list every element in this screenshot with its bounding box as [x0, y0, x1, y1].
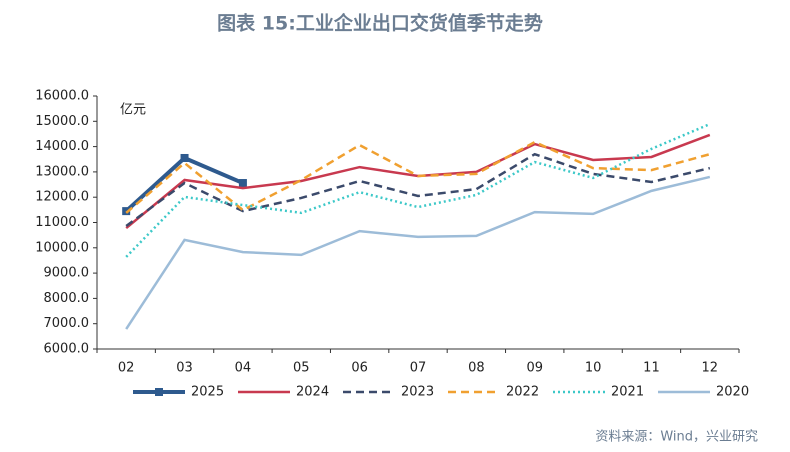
- x-tick-label: 12: [702, 361, 719, 376]
- legend-label: 2024: [296, 385, 329, 400]
- y-tick-label: 13000.0: [35, 164, 89, 179]
- point-marker: [180, 153, 189, 162]
- chart-title: 图表 15:工业企业出口交货值季节走势: [217, 12, 543, 35]
- x-tick-label: 08: [468, 361, 485, 376]
- source: 资料来源：Wind，兴业研究: [595, 430, 758, 445]
- x-tick-label: 05: [293, 361, 310, 376]
- x-tick-label: 04: [235, 361, 252, 376]
- y-tick-label: 12000.0: [35, 190, 89, 205]
- y-tick-label: 9000.0: [44, 266, 90, 281]
- legend-label: 2021: [611, 385, 644, 400]
- x-tick-label: 02: [118, 361, 135, 376]
- x-tick-label: 11: [643, 361, 660, 376]
- x-tick-label: 03: [176, 361, 193, 376]
- legend-marker: [155, 388, 163, 396]
- legend-label: 2025: [191, 385, 224, 400]
- y-axis-label: 亿元: [120, 103, 146, 118]
- series-line: [125, 133, 711, 230]
- legend-label: 2020: [716, 385, 749, 400]
- y-tick-label: 6000.0: [44, 342, 90, 357]
- x-tick-label: 06: [351, 361, 368, 376]
- y-tick-label: 14000.0: [35, 139, 89, 154]
- y-tick-label: 16000.0: [35, 89, 89, 104]
- y-tick-label: 7000.0: [44, 316, 90, 331]
- point-marker: [122, 207, 131, 216]
- series-line: [125, 175, 711, 330]
- legend-label: 2022: [506, 385, 539, 400]
- legend-label: 2023: [401, 385, 434, 400]
- x-tick-label: 07: [410, 361, 427, 376]
- y-tick-label: 15000.0: [35, 114, 89, 129]
- y-tick-label: 8000.0: [44, 291, 90, 306]
- series-line: [125, 140, 711, 214]
- x-tick-label: 10: [585, 361, 602, 376]
- y-tick-label: 11000.0: [35, 215, 89, 230]
- y-tick-label: 10000.0: [35, 240, 89, 255]
- point-marker: [238, 179, 247, 188]
- series-line: [125, 152, 711, 228]
- x-tick-label: 09: [526, 361, 543, 376]
